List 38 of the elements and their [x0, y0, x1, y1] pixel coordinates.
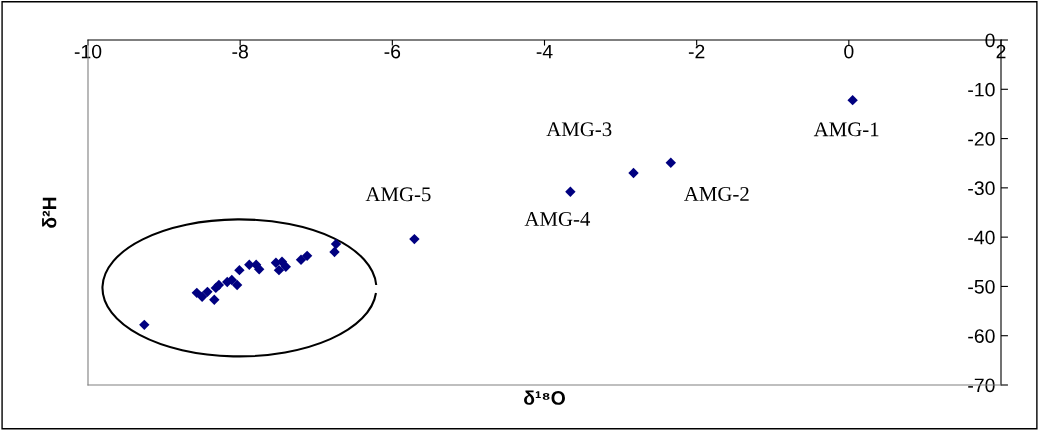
point — [409, 233, 420, 245]
x-tick-label: -8 — [232, 44, 248, 59]
point — [139, 319, 150, 331]
point — [234, 264, 245, 276]
point — [273, 264, 285, 276]
y-axis-title: δ²H — [42, 197, 57, 228]
point — [301, 250, 313, 262]
annotation: AMG-5 — [365, 187, 431, 202]
point — [295, 254, 307, 266]
point — [665, 157, 676, 168]
annotation: AMG-1 — [813, 122, 879, 137]
point — [330, 238, 342, 250]
point — [628, 167, 639, 179]
y-tick-label: -30 — [968, 181, 995, 196]
point — [202, 286, 213, 298]
x-tick-label: -10 — [74, 44, 102, 59]
y-tick-label: -60 — [968, 329, 995, 343]
x-tick-label: -2 — [688, 44, 705, 59]
point — [231, 279, 243, 291]
y-tick-label: -10 — [968, 82, 995, 97]
x-tick-label: -6 — [384, 44, 401, 59]
x-axis-title: δ¹⁸O — [524, 390, 565, 405]
annotation: AMG-3 — [546, 122, 612, 137]
annotation: AMG-2 — [684, 186, 749, 201]
x-tick-label: -4 — [536, 44, 553, 59]
point — [209, 294, 220, 305]
point — [847, 94, 858, 106]
point — [191, 287, 202, 299]
point — [280, 261, 292, 272]
annotation: AMG-4 — [524, 212, 591, 227]
y-tick-label: 0 — [985, 33, 995, 48]
x-tick-label: 0 — [844, 44, 854, 59]
point — [196, 291, 208, 302]
point — [565, 186, 576, 197]
y-tick-label: -70 — [968, 378, 995, 393]
y-tick-label: -40 — [968, 230, 995, 245]
y-tick-label: -50 — [968, 279, 995, 294]
y-tick-label: -20 — [968, 132, 995, 146]
